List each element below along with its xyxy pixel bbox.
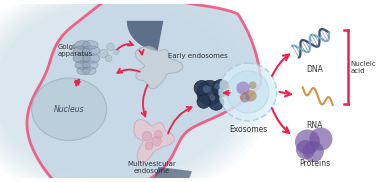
Ellipse shape xyxy=(83,46,100,56)
Circle shape xyxy=(227,98,234,105)
FancyArrowPatch shape xyxy=(118,69,139,73)
Circle shape xyxy=(310,128,333,151)
Circle shape xyxy=(113,49,119,54)
Ellipse shape xyxy=(73,54,90,63)
FancyArrowPatch shape xyxy=(224,91,230,95)
Circle shape xyxy=(224,88,234,98)
Text: DNA: DNA xyxy=(306,65,323,74)
Polygon shape xyxy=(27,0,261,182)
Ellipse shape xyxy=(0,0,267,182)
Polygon shape xyxy=(148,167,192,182)
FancyArrowPatch shape xyxy=(139,50,144,54)
Text: Proteins: Proteins xyxy=(300,159,331,168)
Ellipse shape xyxy=(32,78,107,141)
Text: Exosomes: Exosomes xyxy=(229,125,267,134)
Text: Golgi
apparatus: Golgi apparatus xyxy=(58,44,93,57)
Circle shape xyxy=(203,85,211,93)
Circle shape xyxy=(245,90,257,102)
Ellipse shape xyxy=(83,54,100,63)
Polygon shape xyxy=(134,119,175,162)
Circle shape xyxy=(194,80,209,96)
Text: RNA: RNA xyxy=(306,121,322,130)
Polygon shape xyxy=(135,46,183,89)
Circle shape xyxy=(142,131,152,141)
Circle shape xyxy=(105,55,112,62)
Ellipse shape xyxy=(0,0,248,182)
FancyArrowPatch shape xyxy=(168,107,192,134)
Text: Multivesicular
endosome: Multivesicular endosome xyxy=(127,161,176,174)
Polygon shape xyxy=(127,21,163,51)
Ellipse shape xyxy=(83,67,96,75)
Circle shape xyxy=(99,49,108,58)
Ellipse shape xyxy=(0,0,272,182)
Ellipse shape xyxy=(83,61,98,69)
Circle shape xyxy=(155,130,163,138)
FancyArrowPatch shape xyxy=(272,55,289,76)
Circle shape xyxy=(197,95,211,108)
Circle shape xyxy=(296,140,315,159)
Ellipse shape xyxy=(83,41,98,49)
Circle shape xyxy=(209,95,224,110)
Text: Early endosomes: Early endosomes xyxy=(168,53,228,59)
Circle shape xyxy=(240,93,250,102)
FancyArrowPatch shape xyxy=(142,85,148,116)
Circle shape xyxy=(209,95,215,101)
Ellipse shape xyxy=(0,0,243,182)
Circle shape xyxy=(227,71,269,113)
Circle shape xyxy=(145,142,153,150)
Ellipse shape xyxy=(0,0,262,182)
Text: Nucleus: Nucleus xyxy=(54,105,85,114)
Ellipse shape xyxy=(0,0,257,182)
Circle shape xyxy=(295,129,320,154)
Circle shape xyxy=(236,81,250,95)
Circle shape xyxy=(212,80,230,97)
FancyArrowPatch shape xyxy=(117,41,133,50)
Circle shape xyxy=(152,136,161,146)
Ellipse shape xyxy=(75,61,90,69)
Circle shape xyxy=(107,43,114,51)
Text: Nucleic
acid: Nucleic acid xyxy=(351,61,376,74)
Ellipse shape xyxy=(77,67,90,75)
FancyArrowPatch shape xyxy=(75,80,80,85)
FancyArrowPatch shape xyxy=(272,108,289,133)
FancyArrowPatch shape xyxy=(279,91,291,96)
Ellipse shape xyxy=(75,41,90,49)
Ellipse shape xyxy=(73,46,90,56)
Circle shape xyxy=(214,83,220,89)
Circle shape xyxy=(303,141,324,162)
Circle shape xyxy=(219,63,277,121)
Ellipse shape xyxy=(0,2,238,180)
Circle shape xyxy=(197,80,222,105)
Circle shape xyxy=(249,81,257,89)
Ellipse shape xyxy=(0,0,253,182)
